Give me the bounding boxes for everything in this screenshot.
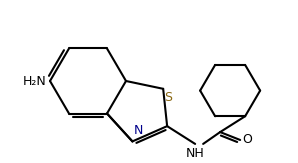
Text: H₂N: H₂N [22,74,46,88]
Text: NH: NH [186,147,204,160]
Text: O: O [242,133,252,147]
Text: N: N [134,125,143,137]
Text: S: S [164,91,172,104]
